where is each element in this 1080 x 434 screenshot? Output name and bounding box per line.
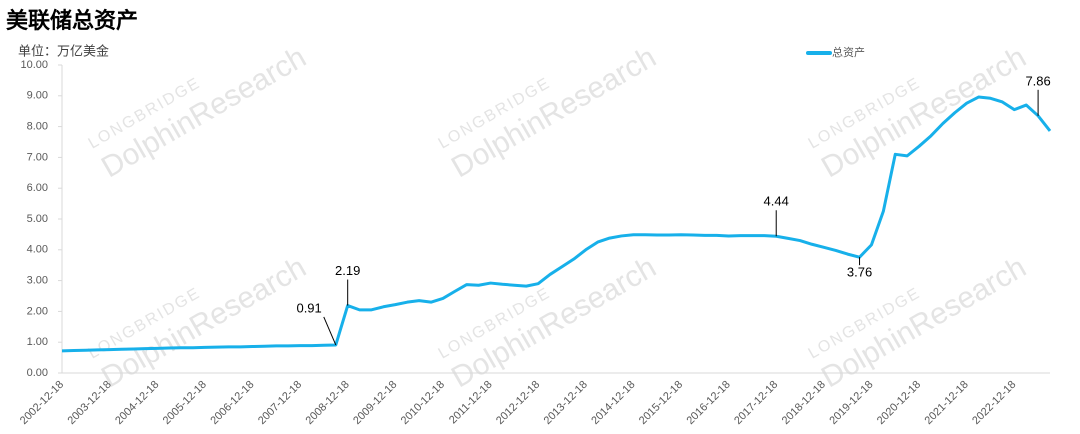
y-tick-label: 8.00 [27, 121, 48, 133]
data-label: 2.19 [335, 263, 360, 278]
x-tick-label: 2002-12-18 [18, 379, 66, 427]
x-tick-label: 2021-12-18 [923, 379, 971, 427]
label-leader [323, 316, 337, 346]
x-tick-label: 2010-12-18 [399, 379, 447, 427]
x-tick-label: 2018-12-18 [780, 379, 828, 427]
x-tick-label: 2013-12-18 [542, 379, 590, 427]
x-tick-label: 2015-12-18 [637, 379, 685, 427]
data-label: 0.91 [296, 300, 321, 315]
x-tick-label: 2009-12-18 [351, 379, 399, 427]
chart-subtitle: 单位：万亿美金 [18, 43, 109, 58]
y-tick-label: 5.00 [27, 213, 48, 225]
legend-label: 总资产 [832, 45, 865, 59]
data-label: 7.86 [1025, 73, 1050, 88]
x-tick-label: 2006-12-18 [208, 379, 256, 427]
x-tick-label: 2012-12-18 [494, 379, 542, 427]
y-tick-label: 1.00 [27, 336, 48, 348]
x-tick-label: 2005-12-18 [161, 379, 209, 427]
data-line [61, 95, 1052, 353]
y-tick-label: 0.00 [27, 367, 48, 379]
chart-title: 美联储总资产 [6, 8, 138, 33]
y-tick-label: 6.00 [27, 182, 48, 194]
y-tick-label: 3.00 [27, 275, 48, 287]
y-tick-label: 4.00 [27, 244, 48, 256]
x-tick-label: 2022-12-18 [970, 379, 1018, 427]
x-tick-label: 2017-12-18 [732, 379, 780, 427]
x-tick-label: 2014-12-18 [589, 379, 637, 427]
data-label: 3.76 [847, 265, 872, 280]
y-tick-label: 9.00 [27, 90, 48, 102]
x-tick-label: 2020-12-18 [875, 379, 923, 427]
x-tick-label: 2016-12-18 [684, 379, 732, 427]
x-tick-label: 2003-12-18 [66, 379, 114, 427]
y-tick-label: 2.00 [27, 305, 48, 317]
data-label: 4.44 [764, 194, 789, 209]
x-tick-label: 2008-12-18 [304, 379, 352, 427]
x-tick-label: 2007-12-18 [256, 379, 304, 427]
y-tick-label: 7.00 [27, 151, 48, 163]
y-tick-label: 10.00 [20, 59, 48, 71]
